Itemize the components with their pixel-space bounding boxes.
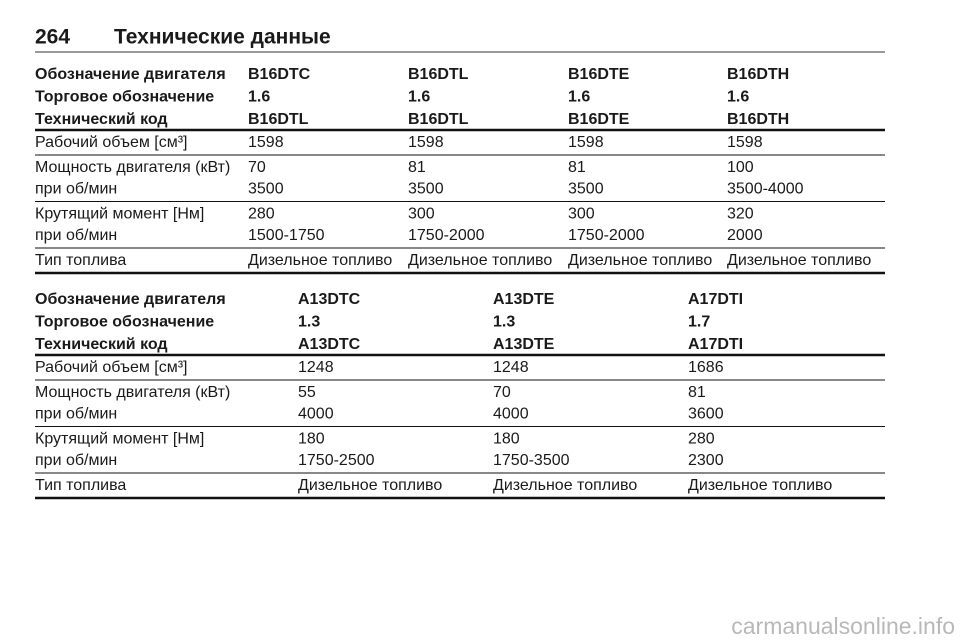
cell: 81: [688, 384, 706, 401]
header-cell: B16DTE: [568, 66, 630, 83]
header-cell: B16DTL: [408, 66, 469, 83]
header-cell: Торговое обозначение: [35, 89, 214, 106]
cell: 280: [248, 206, 275, 223]
cell: Дизельное топливо: [248, 252, 392, 269]
cell: 1598: [568, 134, 604, 151]
cell: 1750-2500: [298, 452, 375, 469]
cell: Дизельное топливо: [493, 477, 637, 494]
cell: 4000: [298, 406, 334, 423]
cell: 300: [568, 206, 595, 223]
cell: 1248: [298, 359, 334, 376]
cell: при об/мин: [35, 406, 117, 423]
header-cell: A13DTC: [298, 336, 361, 353]
cell: 1750-2000: [568, 227, 645, 244]
watermark: carmanualsonline.info: [731, 613, 955, 639]
cell: Дизельное топливо: [408, 252, 552, 269]
cell: Дизельное топливо: [298, 477, 442, 494]
header-cell: 1.7: [688, 314, 710, 331]
cell: Рабочий объем [см³]: [35, 134, 188, 151]
cell: 320: [727, 206, 754, 223]
cell: 1750-3500: [493, 452, 570, 469]
header-cell: A17DTI: [688, 336, 743, 353]
header-cell: 1.3: [493, 314, 515, 331]
header-cell: B16DTH: [727, 111, 789, 128]
cell: 3500-4000: [727, 181, 804, 198]
cell: 1750-2000: [408, 227, 485, 244]
header-cell: Обозначение двигателя: [35, 291, 226, 308]
cell: Дизельное топливо: [568, 252, 712, 269]
cell: 3500: [408, 181, 444, 198]
header-cell: 1.6: [408, 89, 430, 106]
cell: 4000: [493, 406, 529, 423]
cell: 180: [298, 431, 325, 448]
header-cell: Технический код: [35, 336, 168, 353]
header-cell: A13DTE: [493, 336, 555, 353]
cell: Мощность двигателя (кВт): [35, 159, 230, 176]
header-cell: Технический код: [35, 111, 168, 128]
cell: 280: [688, 431, 715, 448]
cell: 100: [727, 159, 754, 176]
cell: 3600: [688, 406, 724, 423]
header-cell: B16DTL: [408, 111, 469, 128]
cell: при об/мин: [35, 181, 117, 198]
header-cell: B16DTE: [568, 111, 630, 128]
cell: 70: [493, 384, 511, 401]
cell: 1598: [727, 134, 763, 151]
header-cell: B16DTL: [248, 111, 309, 128]
cell: 81: [568, 159, 586, 176]
cell: 3500: [248, 181, 284, 198]
cell: Крутящий момент [Нм]: [35, 206, 204, 223]
cell: 1598: [248, 134, 284, 151]
cell: Дизельное топливо: [688, 477, 832, 494]
header-cell: 1.3: [298, 314, 320, 331]
cell: 300: [408, 206, 435, 223]
header-cell: 1.6: [248, 89, 270, 106]
cell: 2300: [688, 452, 724, 469]
cell: 70: [248, 159, 266, 176]
header-cell: A17DTI: [688, 291, 743, 308]
header-cell: Торговое обозначение: [35, 314, 214, 331]
header-cell: 1.6: [568, 89, 590, 106]
cell: 3500: [568, 181, 604, 198]
header-cell: B16DTC: [248, 66, 311, 83]
cell: 81: [408, 159, 426, 176]
header-cell: Обозначение двигателя: [35, 66, 226, 83]
cell: Мощность двигателя (кВт): [35, 384, 230, 401]
header-cell: 1.6: [727, 89, 749, 106]
cell: Рабочий объем [см³]: [35, 359, 188, 376]
cell: 1248: [493, 359, 529, 376]
cell: Дизельное топливо: [727, 252, 871, 269]
cell: 1500-1750: [248, 227, 325, 244]
cell: Тип топлива: [35, 252, 126, 269]
header-cell: A13DTC: [298, 291, 361, 308]
cell: Крутящий момент [Нм]: [35, 431, 204, 448]
header-cell: A13DTE: [493, 291, 555, 308]
cell: при об/мин: [35, 227, 117, 244]
cell: при об/мин: [35, 452, 117, 469]
cell: 1598: [408, 134, 444, 151]
cell: Тип топлива: [35, 477, 126, 494]
page-title: Технические данные: [114, 26, 331, 49]
header-cell: B16DTH: [727, 66, 789, 83]
cell: 180: [493, 431, 520, 448]
cell: 1686: [688, 359, 724, 376]
cell: 2000: [727, 227, 763, 244]
cell: 55: [298, 384, 316, 401]
page-number: 264: [35, 26, 70, 49]
